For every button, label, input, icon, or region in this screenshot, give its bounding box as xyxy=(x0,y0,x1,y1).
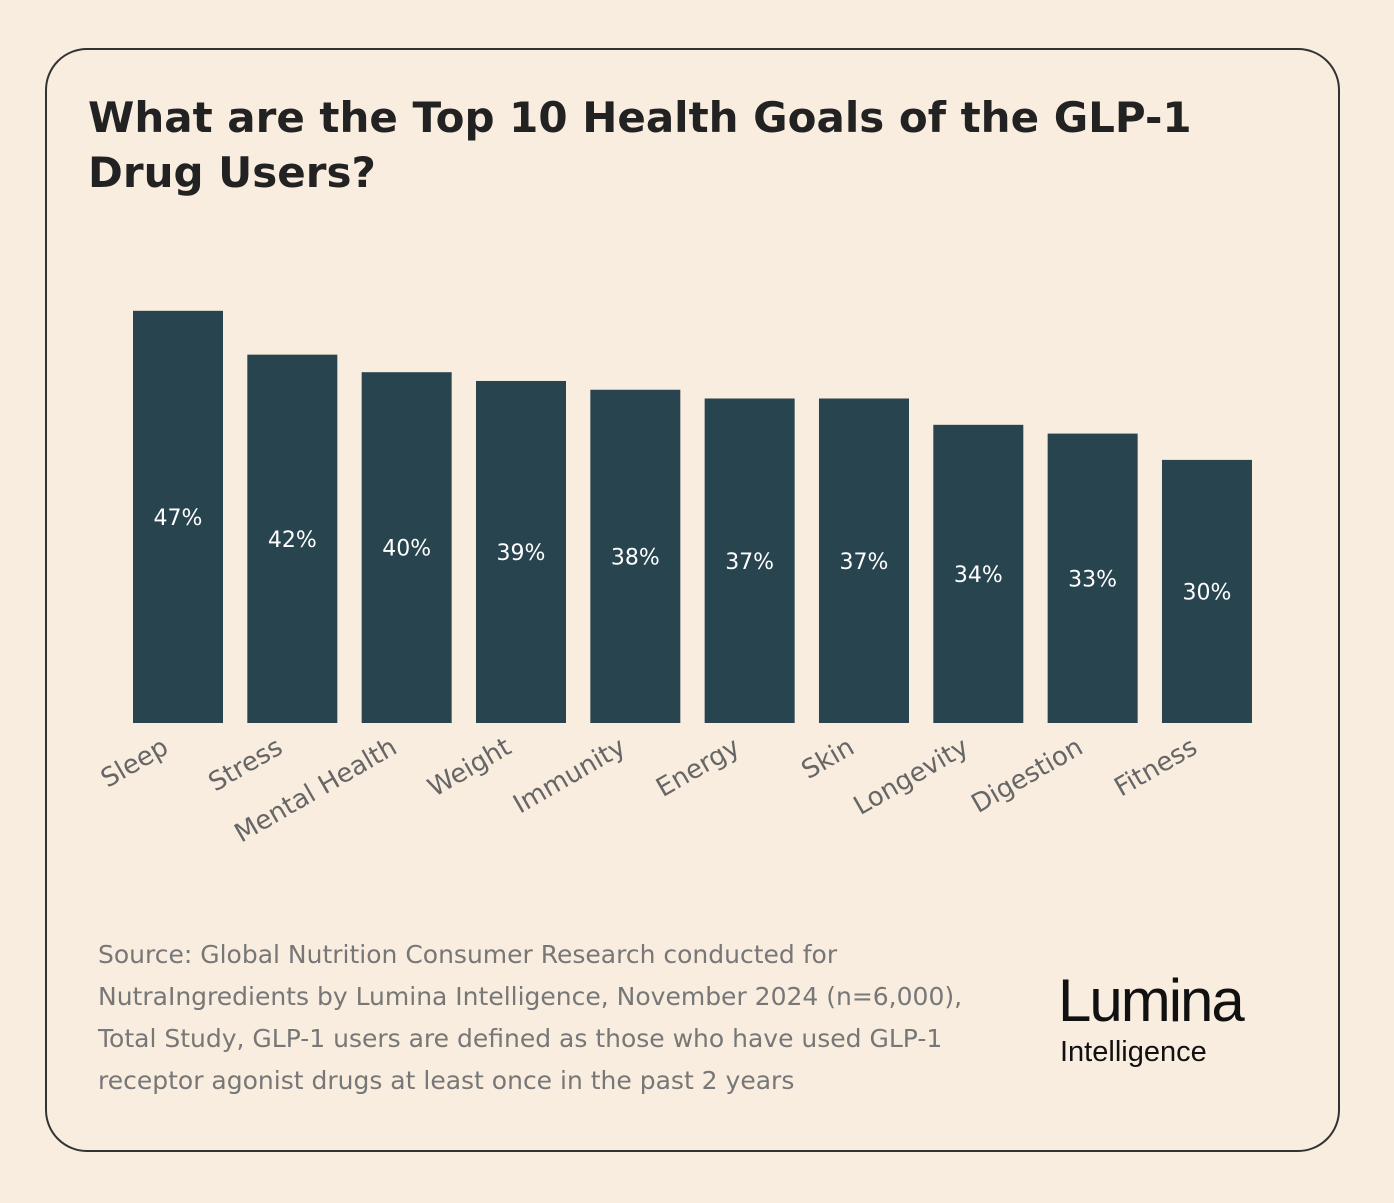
value-label: 30% xyxy=(1183,580,1232,605)
bar xyxy=(933,424,1024,723)
x-tick-label: Immunity xyxy=(508,732,630,820)
x-tick-label: Energy xyxy=(651,732,745,803)
card xyxy=(45,48,1340,1152)
bar xyxy=(133,310,223,723)
value-label: 42% xyxy=(268,528,317,553)
bar xyxy=(475,380,566,723)
bar xyxy=(1161,459,1252,723)
bar xyxy=(247,354,338,723)
x-tick-label: Fitness xyxy=(1109,732,1202,803)
bar xyxy=(590,389,681,723)
source-note: Source: Global Nutrition Consumer Resear… xyxy=(98,940,963,1095)
bar xyxy=(704,398,795,723)
x-tick-label: Skin xyxy=(797,732,860,786)
x-tick-label: Stress xyxy=(204,732,288,798)
x-tick-label: Digestion xyxy=(967,732,1089,820)
value-label: 34% xyxy=(954,563,1003,588)
x-tick-label: Sleep xyxy=(96,732,174,794)
logo-tagline: Intelligence xyxy=(1060,1036,1207,1068)
x-tick-label: Longevity xyxy=(849,732,974,822)
bar xyxy=(1047,433,1138,723)
chart-title: What are the Top 10 Health Goals of the … xyxy=(88,93,1192,197)
value-label: 38% xyxy=(611,545,660,570)
x-tick-label: Weight xyxy=(423,732,516,803)
value-label: 39% xyxy=(497,541,546,566)
value-label: 33% xyxy=(1068,567,1117,592)
value-label: 40% xyxy=(382,537,431,562)
bar xyxy=(361,372,452,723)
value-label: 37% xyxy=(840,550,889,575)
value-label: 47% xyxy=(154,506,203,531)
logo-name: Lumina xyxy=(1058,967,1245,1034)
bar xyxy=(818,398,909,723)
value-label: 37% xyxy=(725,550,774,575)
